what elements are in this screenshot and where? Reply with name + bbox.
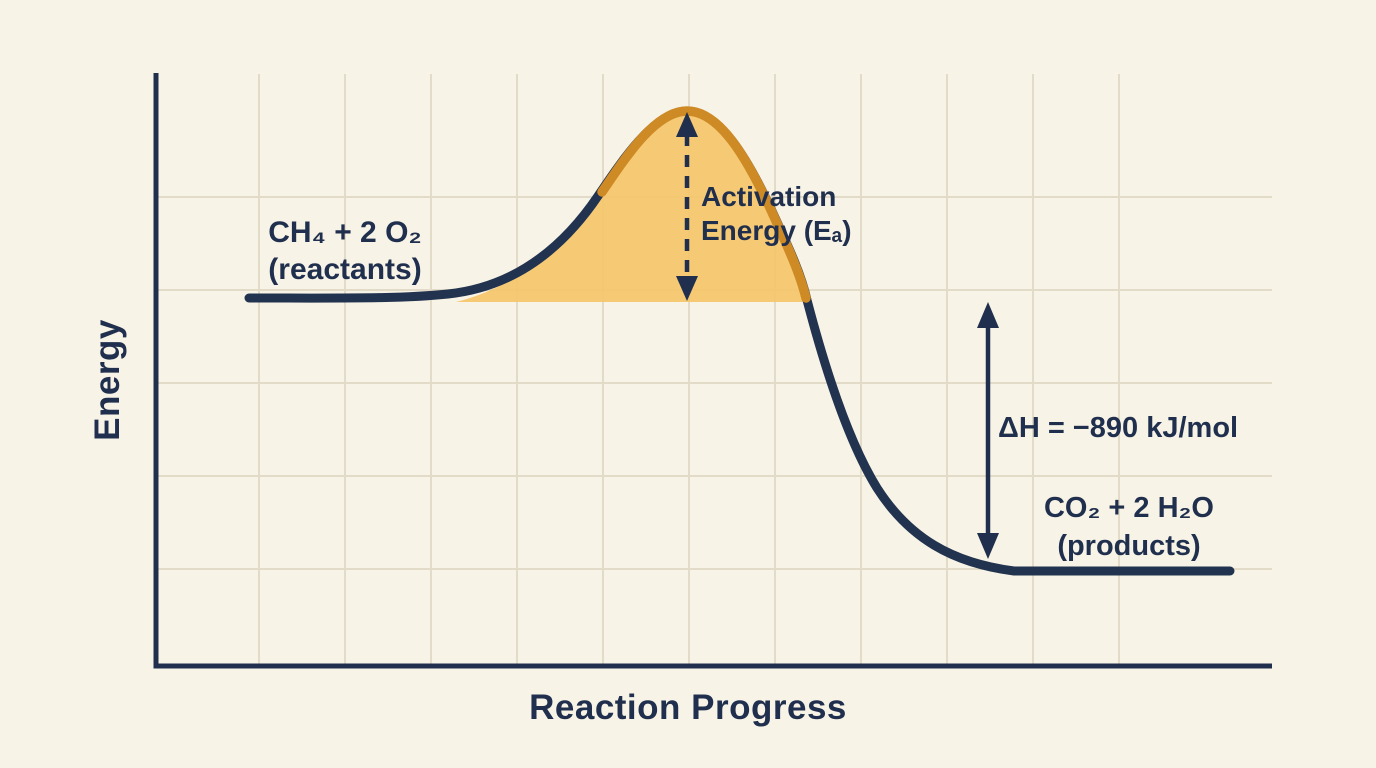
delta-h-label: ΔH = −890 kJ/mol — [998, 412, 1239, 444]
activation-energy-fill — [456, 111, 807, 302]
activation-energy-label-line2: Energy (Eₐ) — [701, 215, 852, 246]
activation-energy-curve-highlight — [597, 106, 811, 303]
products-caption: (products) — [1057, 530, 1201, 562]
activation-energy-label-line1: Activation — [701, 181, 837, 212]
products-formula: CO₂ + 2 H₂O — [1043, 492, 1214, 524]
activation-energy-label: Activation Energy (Eₐ) — [701, 180, 852, 248]
reactants-label: CH₄ + 2 O₂ (reactants) — [170, 214, 520, 288]
activation-energy-arrow — [676, 112, 698, 301]
axes — [153, 73, 1272, 669]
reactants-formula: CH₄ + 2 O₂ — [268, 216, 422, 249]
products-label: CO₂ + 2 H₂O (products) — [979, 489, 1279, 565]
x-axis-label: Reaction Progress — [529, 688, 847, 727]
reactants-caption: (reactants) — [268, 253, 422, 286]
y-axis-label: Energy — [88, 319, 127, 441]
delta-h-arrow — [977, 302, 999, 559]
